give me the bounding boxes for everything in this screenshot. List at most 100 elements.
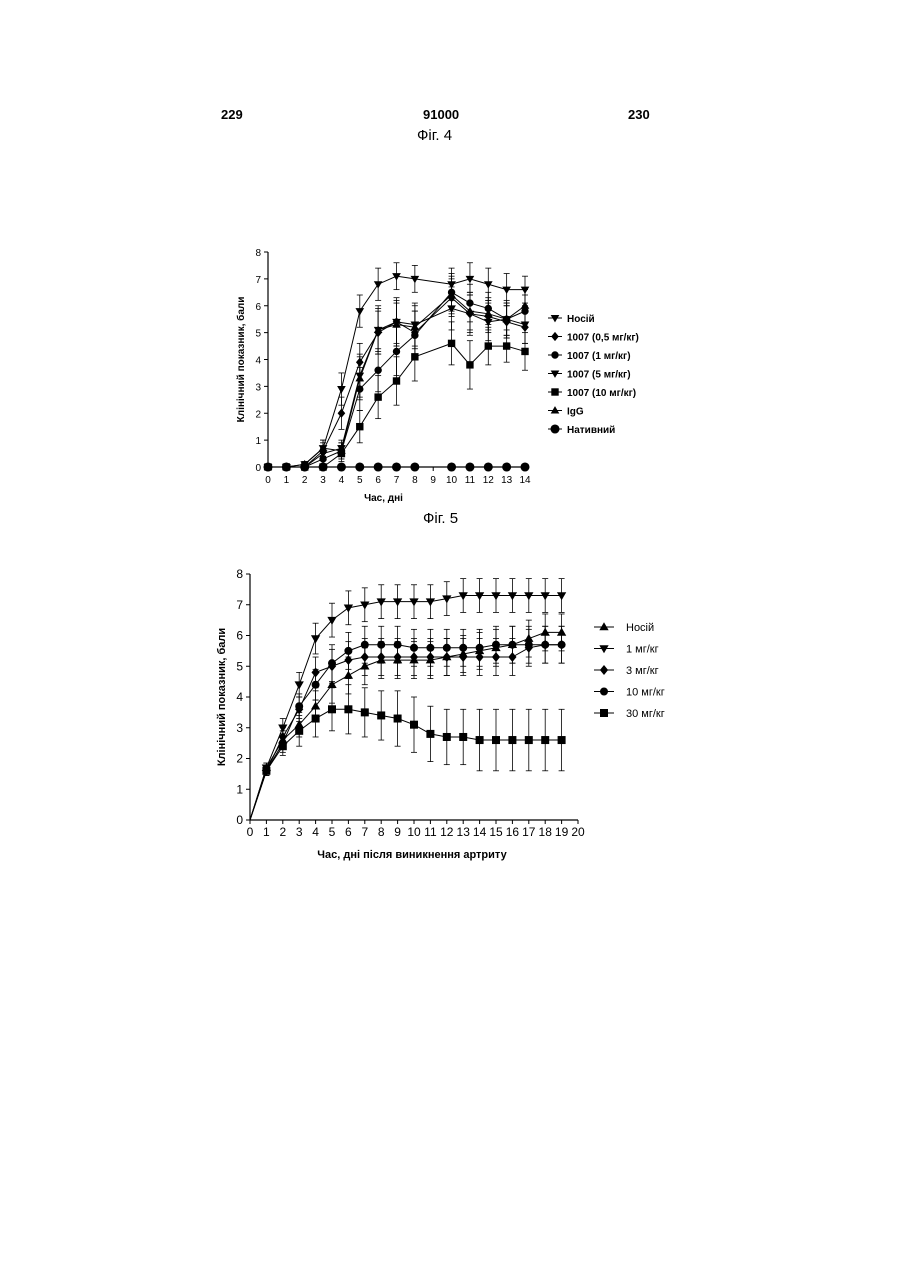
x-tick-label: 1 <box>263 825 270 839</box>
x-tick-label: 3 <box>320 475 326 486</box>
data-point <box>411 463 419 471</box>
x-tick-label: 8 <box>412 475 418 486</box>
y-tick-label: 0 <box>255 463 261 474</box>
data-point <box>542 736 549 743</box>
legend-label: 1 мг/кг <box>626 644 659 656</box>
y-tick-label: 2 <box>255 409 261 420</box>
y-tick-label: 1 <box>236 782 243 796</box>
data-point <box>374 463 382 471</box>
data-point <box>448 340 455 347</box>
data-point <box>525 593 533 600</box>
data-point <box>301 463 309 471</box>
y-axis-label: Клінічний показник, бали <box>235 297 247 423</box>
x-tick-label: 20 <box>571 825 585 839</box>
x-tick-label: 10 <box>446 475 458 486</box>
data-point <box>279 743 286 750</box>
y-tick-label: 6 <box>255 302 261 313</box>
y-tick-label: 4 <box>236 690 243 704</box>
legend-label: 3 мг/кг <box>626 665 659 677</box>
data-point <box>541 593 549 600</box>
x-tick-label: 14 <box>473 825 487 839</box>
data-point <box>410 721 417 728</box>
data-point <box>525 641 532 648</box>
x-tick-label: 5 <box>329 825 336 839</box>
x-tick-label: 11 <box>424 825 437 839</box>
data-point <box>484 463 492 471</box>
data-point <box>509 736 516 743</box>
y-tick-label: 2 <box>236 752 243 766</box>
x-tick-label: 15 <box>489 825 503 839</box>
data-point <box>467 362 474 369</box>
x-tick-label: 1 <box>284 475 290 486</box>
data-point <box>319 463 327 471</box>
data-point <box>542 641 549 648</box>
data-point <box>508 593 516 600</box>
data-point <box>264 463 272 471</box>
legend-marker <box>552 389 559 396</box>
x-tick-label: 11 <box>465 475 476 486</box>
data-point <box>410 599 418 606</box>
y-tick-label: 1 <box>255 436 261 447</box>
data-point <box>375 367 382 374</box>
legend-marker <box>600 688 607 695</box>
data-point <box>296 703 303 710</box>
data-point <box>426 599 434 606</box>
legend-label: Носій <box>567 314 595 325</box>
legend-marker <box>600 646 608 653</box>
x-tick-label: 7 <box>361 825 368 839</box>
y-tick-label: 8 <box>236 567 243 581</box>
data-point <box>558 736 565 743</box>
y-tick-label: 7 <box>236 598 243 612</box>
data-point <box>558 641 565 648</box>
series-4 <box>250 626 565 820</box>
x-tick-label: 9 <box>394 825 401 839</box>
x-tick-label: 12 <box>483 475 495 486</box>
data-point <box>356 308 363 314</box>
data-point <box>412 354 419 361</box>
x-tick-label: 13 <box>457 825 471 839</box>
x-tick-label: 6 <box>345 825 352 839</box>
data-point <box>394 599 402 606</box>
data-point <box>485 343 492 350</box>
data-point <box>558 593 566 600</box>
chart-1: 01234567891011121314012345678Час, дніКлі… <box>235 248 639 504</box>
x-tick-label: 12 <box>440 825 454 839</box>
data-point <box>296 727 303 734</box>
data-point <box>338 386 345 392</box>
data-point <box>312 715 319 722</box>
y-tick-label: 0 <box>236 813 243 827</box>
data-point <box>503 463 511 471</box>
data-point <box>328 706 335 713</box>
x-tick-label: 2 <box>279 825 286 839</box>
data-point <box>263 767 270 774</box>
data-point <box>312 636 320 643</box>
data-point <box>312 681 319 688</box>
legend-marker <box>600 623 608 630</box>
data-point <box>427 730 434 737</box>
data-point <box>427 644 434 651</box>
data-point <box>476 593 484 600</box>
x-tick-label: 17 <box>522 825 536 839</box>
series-2 <box>250 579 566 820</box>
data-point <box>356 423 363 430</box>
data-point <box>337 463 345 471</box>
data-point <box>394 715 401 722</box>
x-tick-label: 9 <box>430 475 436 486</box>
data-point <box>492 736 499 743</box>
legend-label: IgG <box>567 407 584 418</box>
legend-label: 30 мг/кг <box>626 708 665 720</box>
data-point <box>282 463 290 471</box>
x-tick-label: 5 <box>357 475 363 486</box>
legend-marker <box>551 425 559 433</box>
data-point <box>460 644 467 651</box>
data-point <box>393 378 400 385</box>
data-point <box>447 463 455 471</box>
data-point <box>394 641 401 648</box>
data-point <box>522 348 529 355</box>
data-point <box>410 644 417 651</box>
legend-marker <box>600 709 607 716</box>
data-point <box>375 394 382 401</box>
x-tick-label: 8 <box>378 825 385 839</box>
data-point <box>443 644 450 651</box>
x-tick-label: 10 <box>407 825 421 839</box>
